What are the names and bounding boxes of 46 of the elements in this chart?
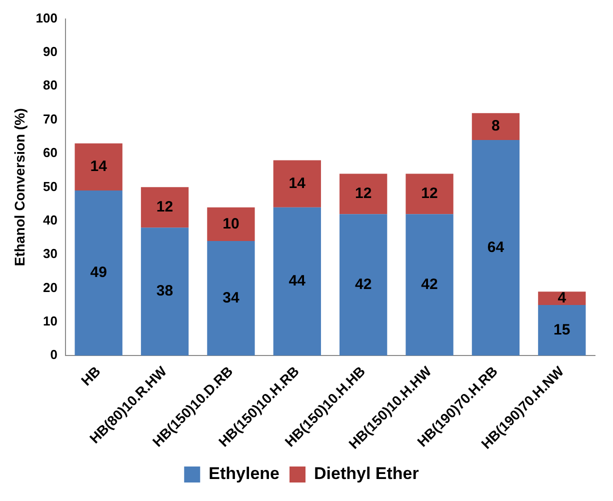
data-label: 42 (354, 276, 372, 293)
y-tick-label: 90 (43, 44, 58, 60)
bar (273, 207, 321, 356)
data-label: 4 (558, 289, 567, 306)
y-tick-label: 80 (43, 78, 58, 93)
bar (74, 190, 122, 356)
bar (406, 174, 454, 214)
data-label: 12 (156, 198, 174, 216)
data-label: 14 (288, 174, 306, 192)
legend-label: Diethyl Ether (314, 464, 420, 484)
bar (472, 113, 520, 140)
data-label: 34 (222, 289, 240, 306)
data-label: 42 (421, 276, 438, 293)
y-tick-label: 10 (43, 313, 58, 328)
bar (207, 207, 255, 242)
data-label: 14 (90, 158, 108, 176)
bar (340, 214, 388, 356)
y-tick-label: 70 (43, 111, 58, 126)
bar (207, 241, 255, 356)
y-tick-label: 100 (36, 10, 58, 26)
data-label: 8 (492, 118, 500, 135)
y-tick-label: 0 (50, 347, 58, 362)
bar (340, 174, 388, 214)
bar (140, 228, 189, 356)
legend-label: Ethylene (208, 464, 280, 484)
y-tick-label: 40 (43, 212, 58, 228)
data-label: 10 (222, 215, 240, 232)
data-label: 64 (487, 238, 505, 256)
data-label: 12 (421, 185, 438, 202)
y-axis-title: Ethanol Conversion (%) (11, 108, 28, 266)
y-tick-label: 50 (43, 178, 58, 194)
data-label: 15 (554, 321, 570, 338)
data-label: 49 (90, 264, 107, 282)
data-label: 12 (354, 185, 372, 202)
y-tick-label: 60 (43, 145, 58, 160)
bar (140, 187, 189, 228)
bar (74, 143, 122, 191)
y-tick-label: 30 (43, 246, 58, 262)
bar (406, 214, 454, 356)
bar (538, 292, 586, 306)
bar (472, 140, 520, 356)
bar (273, 160, 321, 208)
bar (538, 305, 586, 356)
data-label: 44 (288, 272, 306, 290)
y-tick-label: 20 (43, 280, 58, 295)
data-label: 38 (156, 282, 174, 300)
